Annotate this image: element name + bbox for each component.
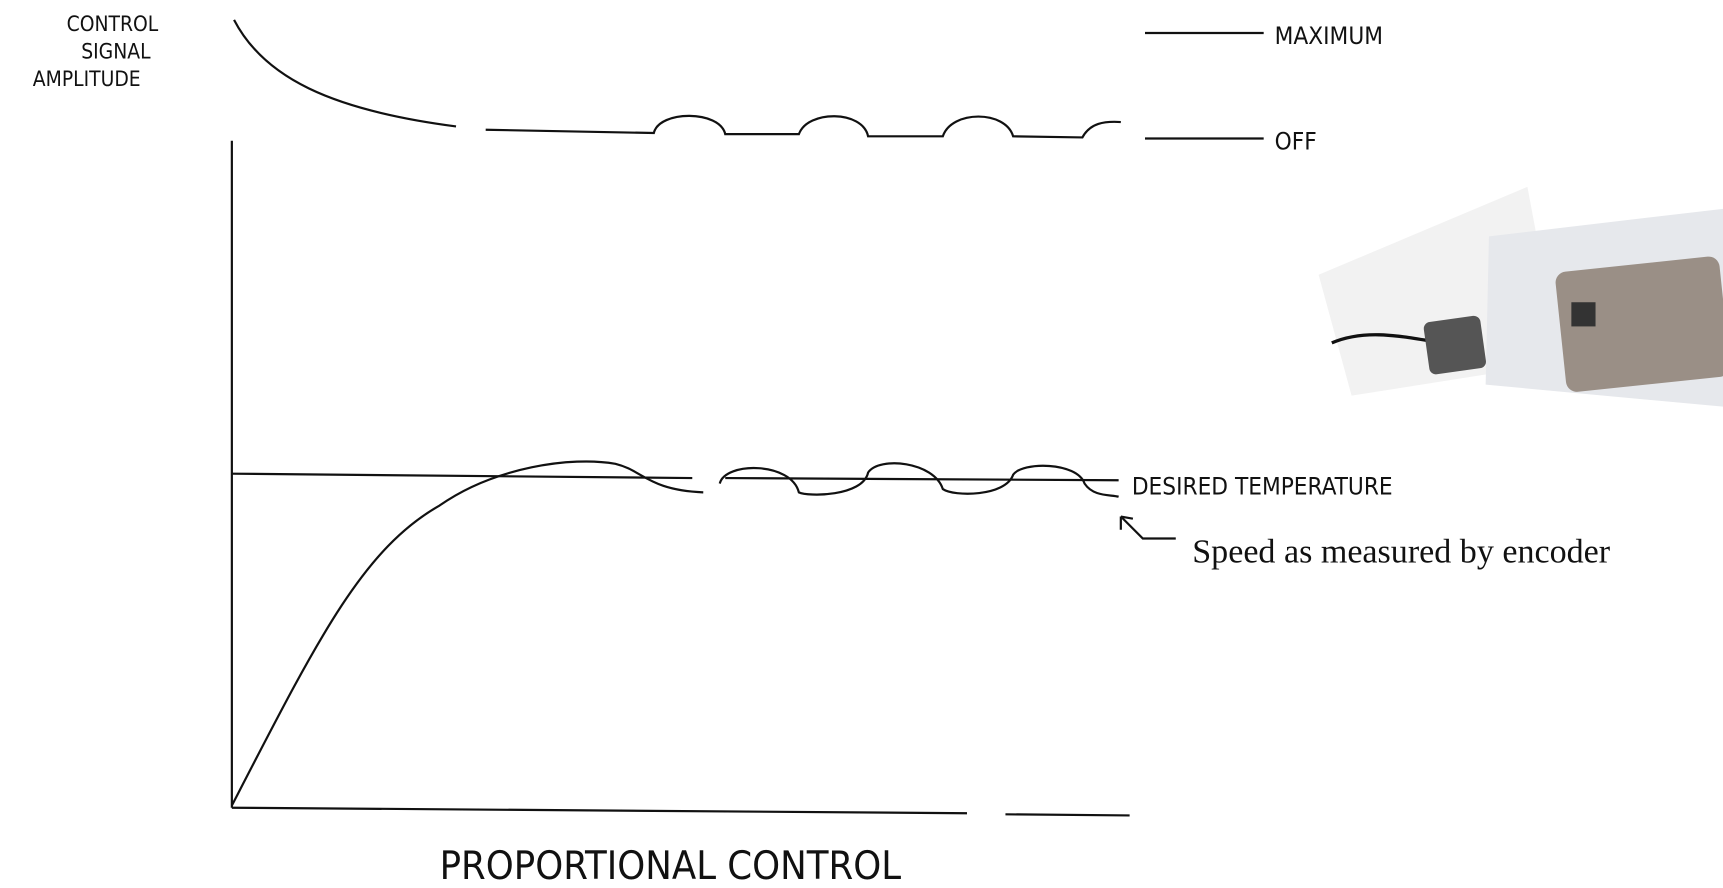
y-axis-label: CONTROL SIGNAL AMPLITUDE — [33, 12, 159, 91]
annotation-arrow — [1121, 517, 1176, 539]
logo — [1571, 302, 1595, 326]
small-encoder — [1423, 315, 1487, 375]
control-signal-curve — [234, 20, 1121, 138]
maximum-label: MAXIMUM — [1275, 22, 1383, 50]
diagram: CONTROL SIGNAL AMPLITUDE MAXIMUM OFF DES… — [0, 0, 1723, 888]
encoder-photo — [1319, 187, 1723, 407]
x-axis — [232, 808, 1130, 816]
label-line: CONTROL — [67, 12, 159, 36]
annotation: Speed as measured by encoder — [1192, 534, 1611, 571]
off-label: OFF — [1275, 128, 1317, 156]
setpoint-label: DESIRED TEMPERATURE — [1132, 473, 1393, 501]
label-line: SIGNAL — [81, 39, 151, 63]
response-curve — [232, 461, 1119, 805]
setpoint-line — [232, 474, 1119, 481]
label-line: AMPLITUDE — [33, 67, 141, 91]
title: PROPORTIONAL CONTROL — [440, 843, 902, 888]
